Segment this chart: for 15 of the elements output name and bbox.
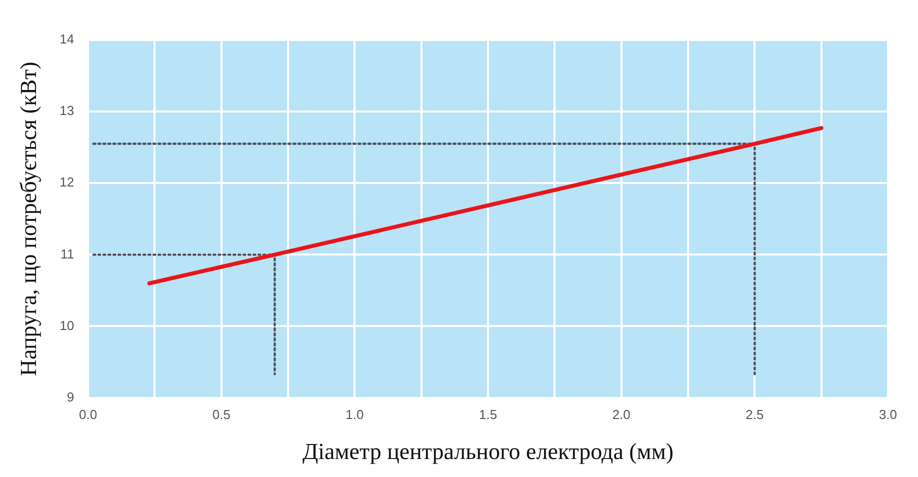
y-tick-label: 14 (60, 32, 74, 47)
y-axis-title: Напруга, що потребується (кВт) (16, 62, 41, 376)
y-tick-label: 9 (66, 389, 74, 404)
y-tick-label: 12 (60, 174, 74, 190)
x-tick-label: 0.5 (212, 407, 230, 422)
y-tick-label: 10 (60, 318, 74, 333)
y-tick-label: 13 (60, 103, 74, 118)
y-tick-label: 11 (60, 246, 74, 262)
x-tick-label: 3.0 (878, 407, 898, 422)
x-tick-label: 0.0 (79, 407, 98, 422)
x-axis-title: Діаметр центрального електрода (мм) (302, 439, 674, 464)
x-tick-label: 2.0 (612, 407, 630, 422)
x-tick-label: 2.5 (746, 407, 764, 422)
x-tick-label: 1.0 (346, 407, 364, 422)
x-tick-label: 1.5 (478, 407, 498, 422)
